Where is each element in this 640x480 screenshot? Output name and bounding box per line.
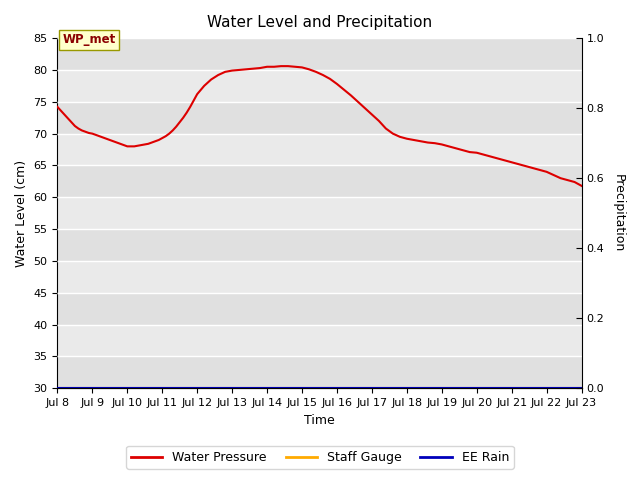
Bar xyxy=(58,261,582,293)
Bar xyxy=(58,70,582,102)
Bar xyxy=(58,324,582,357)
Bar xyxy=(58,102,582,133)
Bar xyxy=(58,197,582,229)
Y-axis label: Water Level (cm): Water Level (cm) xyxy=(15,160,28,267)
Title: Water Level and Precipitation: Water Level and Precipitation xyxy=(207,15,432,30)
Bar xyxy=(58,166,582,197)
Y-axis label: Precipitation: Precipitation xyxy=(612,174,625,252)
Bar xyxy=(58,38,582,70)
Bar xyxy=(58,293,582,324)
Bar xyxy=(58,357,582,388)
Legend: Water Pressure, Staff Gauge, EE Rain: Water Pressure, Staff Gauge, EE Rain xyxy=(126,446,514,469)
Bar xyxy=(58,229,582,261)
X-axis label: Time: Time xyxy=(304,414,335,427)
Bar xyxy=(58,133,582,166)
Text: WP_met: WP_met xyxy=(63,33,116,46)
